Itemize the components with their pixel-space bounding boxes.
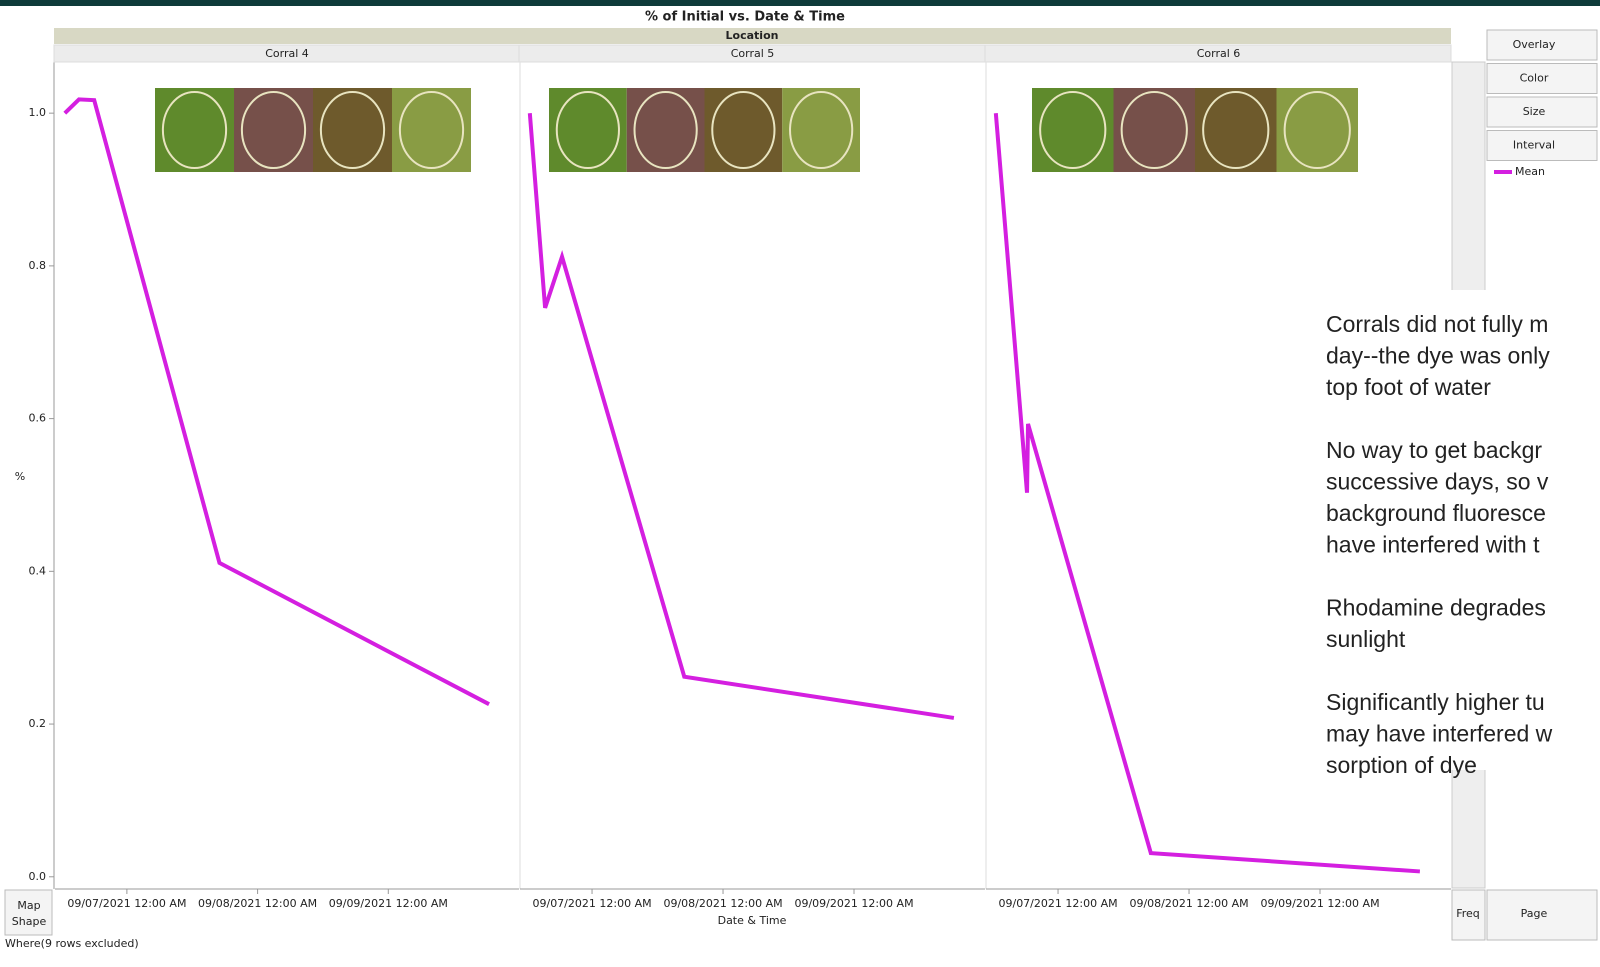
corral-outline <box>789 91 854 169</box>
control-button[interactable] <box>1486 96 1598 128</box>
legend-label: Mean <box>1515 165 1545 178</box>
control-label: Overlay <box>1513 38 1556 51</box>
x-tick-label: 09/07/2021 12:00 AM <box>998 897 1117 910</box>
y-tick-label: 1.0 <box>29 106 47 119</box>
annotation-line: No way to get backgr <box>1326 437 1542 463</box>
annotation-line: Rhodamine degrades <box>1326 595 1546 621</box>
annotation-line: background fluoresce <box>1326 500 1546 526</box>
map-shape-zone[interactable] <box>4 889 53 936</box>
annotation-line: may have interfered w <box>1326 721 1553 747</box>
control-button[interactable] <box>1486 130 1598 161</box>
annotation-line: sorption of dye <box>1326 752 1477 778</box>
control-label: Size <box>1523 105 1546 118</box>
corral-outline <box>1283 91 1351 169</box>
x-tick-label: 09/08/2021 12:00 AM <box>663 897 782 910</box>
corral-outline <box>319 91 386 169</box>
chart-title: % of Initial vs. Date & Time <box>645 10 845 25</box>
annotation-line: Corrals did not fully m <box>1326 311 1548 337</box>
photo-tile <box>782 88 860 172</box>
map-shape-label: Map <box>17 899 40 912</box>
control-label: Interval <box>1513 139 1555 152</box>
x-tick-label: 09/07/2021 12:00 AM <box>67 897 186 910</box>
panel-title: Corral 4 <box>265 47 309 60</box>
photo-tile <box>626 88 705 172</box>
y-tick-label: 0.4 <box>29 564 47 577</box>
corral-outline <box>1120 91 1188 169</box>
page-label: Page <box>1521 907 1548 920</box>
panel-title: Corral 5 <box>731 47 775 60</box>
x-tick-label: 09/09/2021 12:00 AM <box>329 897 448 910</box>
photo-tile <box>313 88 392 172</box>
annotation-line: successive days, so v <box>1326 469 1549 495</box>
group-label: Location <box>726 29 779 42</box>
mean-line <box>63 97 490 706</box>
photo-tile <box>704 88 783 172</box>
x-tick-label: 09/09/2021 12:00 AM <box>1260 897 1379 910</box>
corral-outline <box>161 91 228 169</box>
corral-outline <box>555 91 620 169</box>
corral-outline <box>398 91 465 169</box>
photo-tile <box>1276 88 1358 172</box>
x-tick-label: 09/09/2021 12:00 AM <box>794 897 913 910</box>
photo-tile <box>549 88 627 172</box>
x-tick-label: 09/08/2021 12:00 AM <box>198 897 317 910</box>
photo-tile <box>392 88 471 172</box>
corral-outline <box>1039 91 1107 169</box>
annotation-line: sunlight <box>1326 626 1406 652</box>
photo-tile <box>1195 88 1277 172</box>
photo-tile <box>1113 88 1195 172</box>
annotation-line: top foot of water <box>1326 374 1491 400</box>
control-button[interactable] <box>1486 29 1598 61</box>
top-bar <box>0 0 1600 6</box>
x-tick-label: 09/07/2021 12:00 AM <box>532 897 651 910</box>
panel-header <box>984 44 1452 63</box>
map-shape-label: Shape <box>12 915 47 928</box>
annotation-line: have interfered with t <box>1326 532 1540 558</box>
group-header <box>54 28 1451 44</box>
control-label: Color <box>1520 72 1549 85</box>
y-tick-label: 0.6 <box>29 412 47 425</box>
corral-outline <box>633 91 698 169</box>
photo-tile <box>234 88 313 172</box>
corral-outline <box>711 91 776 169</box>
annotation-box <box>1310 290 1600 770</box>
y-tick-label: 0.0 <box>29 870 47 883</box>
freq-zone[interactable] <box>1451 889 1486 941</box>
mean-line <box>993 112 1421 874</box>
photo-tile <box>155 88 234 172</box>
annotation-line: Significantly higher tu <box>1326 689 1545 715</box>
freq-label: Freq <box>1456 907 1480 920</box>
mean-line <box>527 113 955 720</box>
footer: Where(9 rows excluded) <box>5 937 139 950</box>
corral-outline <box>1202 91 1270 169</box>
photo-tile <box>1032 88 1114 172</box>
panel-title: Corral 6 <box>1197 47 1241 60</box>
x-axis-label: Date & Time <box>718 914 787 927</box>
y-tick-label: 0.2 <box>29 717 47 730</box>
y-tick-label: 0.8 <box>29 259 47 272</box>
page-zone[interactable] <box>1486 889 1598 941</box>
y-axis-label: % <box>15 470 25 483</box>
corral-outline <box>240 91 307 169</box>
annotation-line: day--the dye was only <box>1326 343 1550 369</box>
control-button[interactable] <box>1486 63 1598 94</box>
x-tick-label: 09/08/2021 12:00 AM <box>1129 897 1248 910</box>
